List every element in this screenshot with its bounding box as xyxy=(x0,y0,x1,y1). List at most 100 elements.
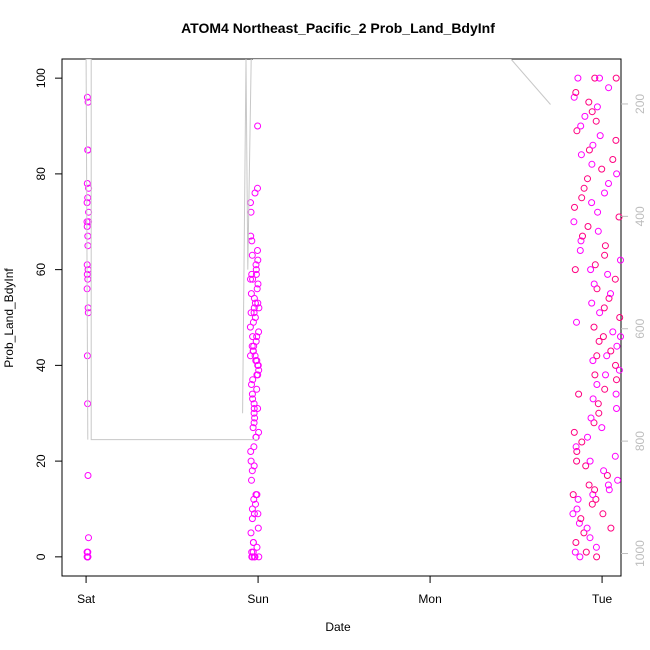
data-point xyxy=(586,534,594,542)
data-point xyxy=(571,203,578,211)
data-point xyxy=(591,261,599,269)
x-tick-label: Tue xyxy=(592,592,613,606)
data-point xyxy=(255,304,263,312)
data-point xyxy=(614,476,622,484)
data-point xyxy=(254,184,261,192)
data-point xyxy=(249,333,257,341)
data-point xyxy=(596,74,603,82)
data-point xyxy=(248,251,256,259)
data-point xyxy=(605,180,612,187)
data-point xyxy=(570,428,578,436)
data-point xyxy=(574,495,582,503)
data-point xyxy=(613,342,621,350)
data-point xyxy=(612,136,620,144)
data-point xyxy=(576,553,584,561)
data-point xyxy=(581,112,589,120)
data-point xyxy=(588,108,596,116)
x-axis-label: Date xyxy=(325,620,351,634)
data-point xyxy=(572,443,580,451)
data-point xyxy=(578,438,586,446)
data-point xyxy=(254,256,262,264)
data-point xyxy=(591,486,599,494)
right-tick-label: 200 xyxy=(633,94,647,114)
data-point xyxy=(593,352,601,360)
data-point xyxy=(613,170,621,178)
data-point xyxy=(571,266,579,274)
right-tick-label: 1000 xyxy=(633,540,647,567)
data-point xyxy=(253,385,261,393)
y-tick-label: 60 xyxy=(34,263,48,277)
data-point xyxy=(611,275,619,283)
data-point xyxy=(598,165,606,173)
series-line xyxy=(85,59,259,441)
data-point xyxy=(588,160,596,168)
series-line xyxy=(242,59,252,414)
data-point xyxy=(250,419,258,427)
data-point xyxy=(253,285,261,293)
data-point xyxy=(600,467,608,475)
y-axis: 0 20 40 60 80 100 xyxy=(34,68,62,560)
data-point xyxy=(588,500,596,508)
y-tick-label: 20 xyxy=(34,454,48,468)
data-point xyxy=(254,280,262,288)
data-point xyxy=(603,352,611,360)
data-point xyxy=(248,505,256,513)
data-point xyxy=(247,275,254,283)
data-point xyxy=(248,237,256,245)
data-point xyxy=(249,376,257,384)
data-point xyxy=(617,333,624,341)
data-point xyxy=(248,553,256,561)
x-tick-label: Sun xyxy=(247,592,268,606)
data-point xyxy=(83,93,91,101)
data-point xyxy=(594,208,602,216)
data-point xyxy=(612,74,620,82)
data-point xyxy=(587,266,595,274)
data-point xyxy=(595,337,603,345)
y-tick-label: 40 xyxy=(34,358,48,372)
data-point xyxy=(613,376,620,384)
data-point xyxy=(570,218,578,226)
data-point xyxy=(589,491,597,499)
data-point xyxy=(591,371,599,379)
data-point xyxy=(605,486,613,494)
data-point xyxy=(251,414,259,422)
data-point xyxy=(594,400,602,408)
data-point xyxy=(254,361,262,369)
data-point xyxy=(569,510,577,518)
data-point xyxy=(599,510,607,518)
data-point xyxy=(596,309,604,317)
data-point xyxy=(251,314,259,321)
data-point xyxy=(585,146,593,154)
data-point xyxy=(84,146,92,154)
data-point xyxy=(579,232,586,240)
data-point xyxy=(592,495,600,503)
data-point xyxy=(249,347,257,355)
data-point xyxy=(248,467,256,475)
data-point xyxy=(589,357,597,365)
data-point xyxy=(607,347,615,355)
data-point xyxy=(609,156,617,163)
data-point xyxy=(247,448,255,455)
data-point xyxy=(84,232,92,240)
data-point xyxy=(574,74,582,82)
data-point xyxy=(252,491,260,499)
data-point xyxy=(254,405,262,412)
data-point xyxy=(573,127,581,135)
data-point xyxy=(577,151,585,159)
data-point xyxy=(604,270,612,278)
data-point xyxy=(580,184,588,192)
data-point xyxy=(83,180,91,187)
y-tick-label: 100 xyxy=(34,68,48,88)
data-point xyxy=(601,189,608,197)
data-point xyxy=(250,409,258,417)
data-point xyxy=(251,299,259,307)
data-point xyxy=(255,328,263,336)
data-point xyxy=(575,519,583,527)
data-point xyxy=(582,462,590,470)
data-point xyxy=(603,472,611,479)
data-point xyxy=(584,175,591,183)
data-point xyxy=(250,462,258,470)
data-point xyxy=(589,141,597,149)
data-point xyxy=(587,414,595,422)
right-tick-label: 400 xyxy=(633,206,647,226)
